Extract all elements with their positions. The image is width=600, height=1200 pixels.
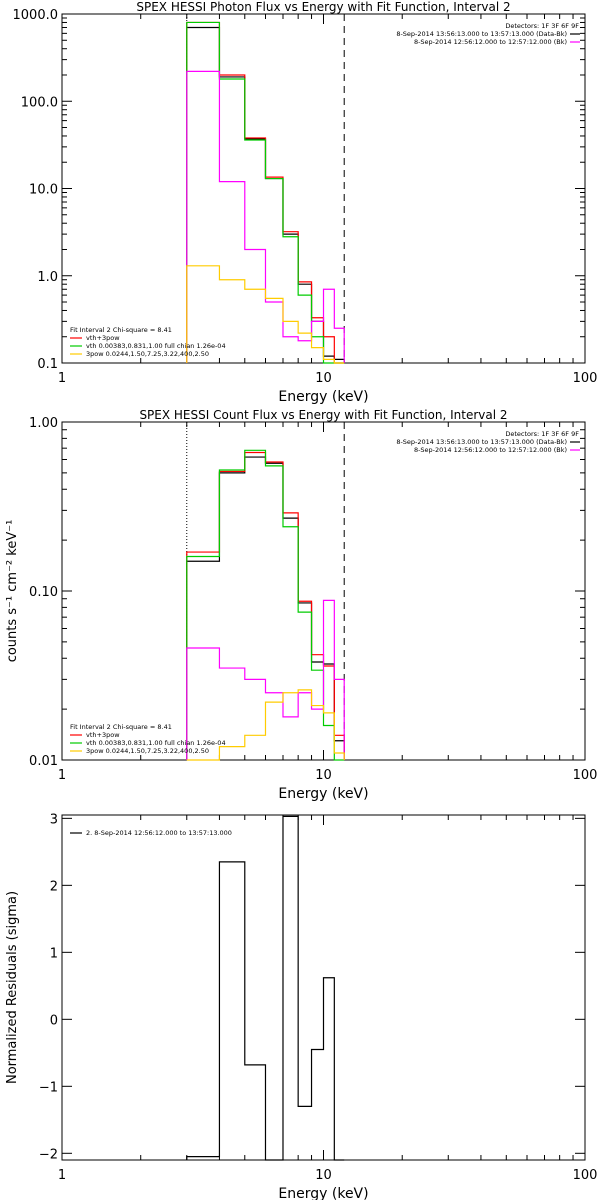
panel-1 (61, 13, 586, 364)
panel-2 (61, 421, 586, 761)
header-detectors: Detectors: 1F 3F 6F 9F (505, 22, 579, 30)
series-2-step-line (186, 451, 345, 760)
y-tick-label: 1.0 (37, 270, 58, 285)
x-tick-label: 1 (58, 768, 66, 783)
legend-entry-label: vth 0.00383,0.831,1.00 full chian 1.26e-… (86, 342, 226, 350)
y-tick-label: −2 (39, 1147, 58, 1162)
legend-entry-label: 3pow 0.0244,1.50,7.25,3.22,400,2.50 (86, 350, 209, 358)
chart-title: SPEX HESSI Count Flux vs Energy with Fit… (139, 408, 507, 422)
series-1-step-line (186, 815, 345, 1161)
y-tick-label: 0.1 (37, 357, 58, 372)
y-tick-label: 100.0 (21, 95, 58, 110)
series-2-step-line (186, 21, 345, 364)
panel-3 (61, 814, 586, 1161)
x-tick-label: 100 (573, 768, 598, 783)
y-axis-label: counts s⁻¹ cm⁻² keV⁻¹ (5, 520, 20, 663)
legend-title: Fit Interval 2 Chi-square = 8.41 (70, 723, 172, 731)
legend-entry-label: vth+3pow (86, 334, 120, 342)
legend-entry-label: vth 0.00383,0.831,1.00 full chian 1.26e-… (86, 739, 226, 747)
header-data-interval: 8-Sep-2014 13:56:13.000 to 13:57:13.000 … (396, 438, 567, 446)
y-tick-label: −1 (39, 1080, 58, 1095)
series-3-step-line (186, 21, 345, 364)
series-3-step-line (186, 449, 345, 761)
header-detectors: Detectors: 1F 3F 6F 9F (505, 430, 579, 438)
y-tick-label: 0 (50, 1013, 58, 1028)
x-tick-label: 1 (58, 1168, 66, 1183)
y-tick-label: 1 (50, 946, 58, 961)
header-bk-interval: 8-Sep-2014 12:56:12.000 to 12:57:12.000 … (414, 446, 567, 454)
series-5-step-line (186, 689, 345, 761)
x-tick-label: 1 (58, 371, 66, 386)
y-tick-label: 0.10 (29, 585, 58, 600)
y-tick-label: 3 (50, 812, 58, 827)
legend-title: Fit Interval 2 Chi-square = 8.41 (70, 326, 172, 334)
series-5-step-line (186, 265, 345, 364)
chart-title: SPEX HESSI Photon Flux vs Energy with Fi… (136, 0, 510, 14)
series-4-step-line (186, 599, 345, 760)
legend-entry-label: 2. 8-Sep-2014 12:56:12.000 to 13:57:13.0… (86, 829, 232, 837)
x-axis-label: Energy (keV) (278, 1186, 368, 1200)
x-tick-label: 10 (315, 371, 332, 386)
series-4-step-line (186, 70, 345, 363)
x-axis-label: Energy (keV) (278, 389, 368, 405)
y-tick-label: 1.00 (29, 416, 58, 431)
y-tick-label: 0.01 (29, 754, 58, 769)
y-tick-label: 1000.0 (13, 8, 59, 23)
series-1-step-line (186, 456, 345, 760)
x-tick-label: 100 (573, 1168, 598, 1183)
y-tick-label: 2 (50, 879, 58, 894)
x-axis-label: Energy (keV) (278, 786, 368, 802)
x-tick-label: 10 (315, 768, 332, 783)
header-data-interval: 8-Sep-2014 13:56:13.000 to 13:57:13.000 … (396, 30, 567, 38)
x-tick-label: 10 (315, 1168, 332, 1183)
x-tick-label: 100 (573, 371, 598, 386)
header-bk-interval: 8-Sep-2014 12:56:12.000 to 12:57:12.000 … (414, 38, 567, 46)
legend-entry-label: 3pow 0.0244,1.50,7.25,3.22,400,2.50 (86, 747, 209, 755)
series-1-step-line (186, 26, 345, 363)
y-tick-label: 10.0 (29, 183, 58, 198)
y-axis-label: Normalized Residuals (sigma) (5, 891, 20, 1084)
legend-entry-label: vth+3pow (86, 731, 120, 739)
